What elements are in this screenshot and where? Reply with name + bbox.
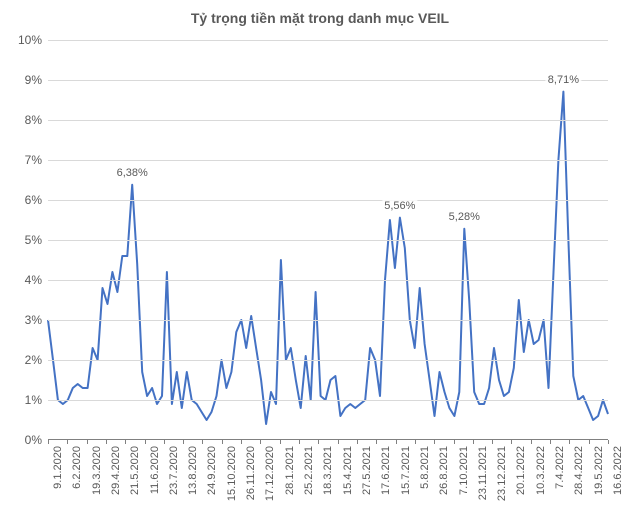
gridline	[48, 200, 608, 201]
x-axis-label: 17.6.2021	[380, 446, 392, 495]
x-tick	[48, 440, 49, 444]
x-tick	[511, 440, 512, 444]
x-tick	[550, 440, 551, 444]
x-tick	[434, 440, 435, 444]
x-axis-label: 18.3.2021	[322, 446, 334, 495]
x-tick	[125, 440, 126, 444]
chart-container: Tỷ trọng tiền mặt trong danh mục VEIL 0%…	[0, 0, 640, 528]
x-axis-label: 23.7.2020	[168, 446, 180, 495]
x-axis-label: 26.11.2020	[245, 446, 257, 500]
x-axis-label: 9.1.2020	[52, 446, 64, 489]
x-axis-label: 24.9.2020	[206, 446, 218, 495]
y-axis-label: 5%	[25, 233, 42, 247]
x-tick	[473, 440, 474, 444]
y-axis-label: 4%	[25, 273, 42, 287]
x-axis-label: 19.3.2020	[91, 446, 103, 495]
x-tick	[396, 440, 397, 444]
x-axis-label: 23.12.2021	[496, 446, 508, 501]
x-tick	[260, 440, 261, 444]
x-tick	[318, 440, 319, 444]
x-tick	[145, 440, 146, 444]
data-line	[48, 92, 608, 424]
x-axis-label: 21.5.2020	[129, 446, 141, 495]
x-axis-label: 26.8.2021	[438, 446, 450, 495]
x-axis-label: 11.6.2020	[149, 446, 161, 494]
x-tick	[357, 440, 358, 444]
x-axis-label: 23.11.2021	[477, 446, 489, 500]
x-axis: 9.1.2020 6.2.2020 19.3.2020 29.4.2020 21.5.2…	[48, 440, 608, 528]
y-axis-label: 10%	[18, 33, 42, 47]
x-tick	[299, 440, 300, 444]
x-axis-label: 27.5.2021	[361, 446, 373, 495]
y-axis-label: 6%	[25, 193, 42, 207]
annotation-label: 5,28%	[447, 211, 482, 223]
x-tick	[415, 440, 416, 444]
x-tick	[338, 440, 339, 444]
gridline	[48, 120, 608, 121]
x-axis-label: 20.1.2022	[515, 446, 527, 495]
x-axis-label: 13.8.2020	[187, 446, 199, 495]
gridline	[48, 160, 608, 161]
plot-area: 0%1%2%3%4%5%6%7%8%9%10%6,38%5,56%5,28%8,…	[48, 40, 608, 440]
x-tick	[164, 440, 165, 444]
x-tick	[454, 440, 455, 444]
gridline	[48, 400, 608, 401]
y-axis-label: 0%	[25, 433, 42, 447]
x-tick	[376, 440, 377, 444]
x-axis-label: 10.3.2022	[535, 446, 547, 495]
x-tick	[492, 440, 493, 444]
x-tick	[531, 440, 532, 444]
annotation-label: 6,38%	[115, 167, 150, 179]
gridline	[48, 240, 608, 241]
x-axis-label: 17.12.2020	[264, 446, 276, 501]
annotation-label: 5,56%	[382, 200, 417, 212]
x-tick	[608, 440, 609, 444]
x-axis-label: 15.7.2021	[400, 446, 412, 495]
x-axis-label: 15.4.2021	[342, 446, 354, 495]
y-axis-label: 3%	[25, 313, 42, 327]
x-axis-label: 19.5.2022	[593, 446, 605, 495]
x-axis-label: 28.1.2021	[284, 446, 296, 495]
x-axis-label: 5.8.2021	[419, 446, 431, 489]
x-tick	[67, 440, 68, 444]
x-axis-label: 16.6.2022	[612, 446, 624, 495]
x-axis-label: 6.2.2020	[71, 446, 83, 489]
x-axis-label: 25.2.2021	[303, 446, 315, 495]
annotation-label: 8,71%	[546, 74, 581, 86]
x-tick	[106, 440, 107, 444]
x-tick	[589, 440, 590, 444]
y-axis-label: 9%	[25, 73, 42, 87]
x-axis-label: 7.10.2021	[458, 446, 470, 495]
y-axis-label: 8%	[25, 113, 42, 127]
x-axis-label: 29.4.2020	[110, 446, 122, 495]
x-axis-label: 7.4.2022	[554, 446, 566, 489]
gridline	[48, 320, 608, 321]
x-tick	[280, 440, 281, 444]
gridline	[48, 80, 608, 81]
x-axis-label: 15.10.2020	[226, 446, 238, 501]
y-axis-label: 2%	[25, 353, 42, 367]
gridline	[48, 40, 608, 41]
x-tick	[241, 440, 242, 444]
x-tick	[222, 440, 223, 444]
x-tick	[202, 440, 203, 444]
gridline	[48, 360, 608, 361]
y-axis-label: 7%	[25, 153, 42, 167]
x-tick	[87, 440, 88, 444]
chart-title: Tỷ trọng tiền mặt trong danh mục VEIL	[0, 10, 640, 26]
x-tick	[569, 440, 570, 444]
y-axis-label: 1%	[25, 393, 42, 407]
x-tick	[183, 440, 184, 444]
x-axis-label: 28.4.2022	[573, 446, 585, 495]
gridline	[48, 280, 608, 281]
